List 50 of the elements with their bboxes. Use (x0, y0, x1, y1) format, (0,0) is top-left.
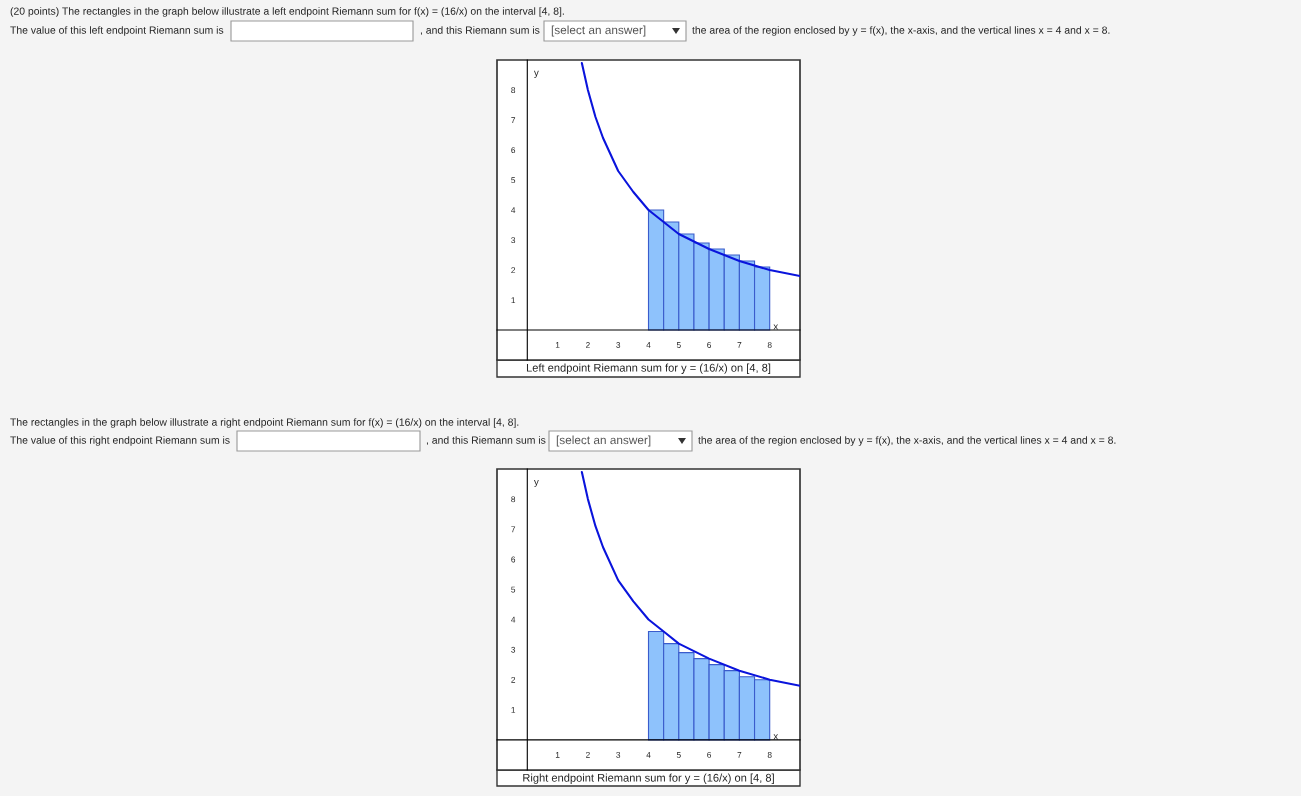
text: [select an answer] (551, 25, 646, 37)
y-tick-label: 1 (511, 297, 516, 304)
y-tick-label: 2 (511, 676, 516, 683)
x-tick-label: 2 (586, 751, 590, 758)
y-tick-label: 7 (511, 117, 516, 124)
line-series (580, 61, 800, 278)
x-tick-label: 3 (616, 751, 621, 758)
x-axis-title: x (773, 324, 779, 330)
x-tick-label: 2 (586, 342, 590, 348)
x-tick-label: 4 (646, 342, 651, 348)
text: The value of this left endpoint Riemann sum is (10, 26, 224, 36)
x-tick-label: 1 (555, 752, 560, 758)
text: [select an answer] (556, 435, 651, 447)
y-tick-label: 8 (511, 87, 516, 94)
text: the area of the region enclosed by y = f(x), the x-axis, and the vertical lines x = 4 and x = 8. (692, 26, 1110, 36)
text: (20 points) The rectangles in the graph below illustrate a left endpoint Riemann sum for f(x) = (16/x) on the interval [4, 8]. (10, 7, 564, 17)
y-tick-label: 3 (511, 237, 516, 244)
x-tick-label: 7 (737, 342, 742, 348)
x-tick-label: 4 (646, 752, 651, 758)
x-tick-label: 6 (707, 751, 712, 758)
y-tick-label: 4 (511, 616, 516, 623)
y-tick-label: 3 (511, 646, 516, 653)
y-tick-label: 4 (511, 207, 516, 214)
x-tick-label: 6 (707, 342, 712, 348)
y-tick-label: 7 (511, 526, 516, 533)
x-tick-label: 8 (767, 751, 772, 758)
x-tick-label: 7 (737, 752, 742, 758)
x-tick-label: 3 (616, 342, 621, 348)
y-tick-label: 8 (511, 496, 516, 503)
y-tick-label: 6 (511, 556, 516, 563)
x-axis-title: x (773, 734, 779, 740)
x-tick-label: 5 (676, 752, 681, 758)
line-series (580, 470, 800, 687)
x-tick-label: 1 (555, 342, 560, 348)
y-tick-label: 2 (511, 267, 516, 274)
text: Left endpoint Riemann sum for y = (16/x) on [4, 8] (526, 363, 771, 374)
x-tick-label: 8 (767, 342, 772, 348)
text: , and this Riemann sum is (426, 436, 546, 446)
text: Right endpoint Riemann sum for y = (16/x) on [4, 8] (523, 773, 774, 784)
x-tick-label: 5 (676, 342, 681, 348)
y-axis-title: y (533, 479, 539, 488)
y-tick-label: 5 (511, 177, 516, 184)
y-axis-title: y (533, 70, 539, 78)
y-tick-label: 6 (511, 147, 516, 154)
text: The rectangles in the graph below illustrate a right endpoint Riemann sum for f(x) = (16/x) on the interval [4, 8]. (10, 418, 519, 428)
text: the area of the region enclosed by y = f(x), the x-axis, and the vertical lines x = 4 and x = 8. (698, 436, 1116, 446)
y-tick-label: 5 (511, 586, 516, 593)
y-tick-label: 1 (511, 707, 516, 713)
text: , and this Riemann sum is (420, 26, 540, 36)
text: The value of this right endpoint Riemann sum is (10, 436, 230, 446)
